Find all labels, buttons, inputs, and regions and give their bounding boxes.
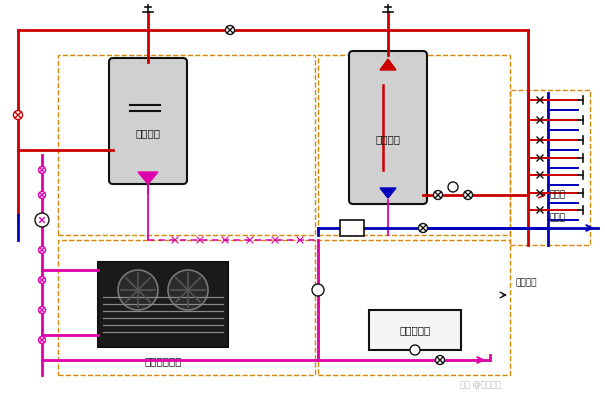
Text: 热水供: 热水供 [550, 191, 566, 199]
Circle shape [434, 191, 442, 199]
Circle shape [436, 355, 445, 364]
Circle shape [463, 191, 473, 199]
Circle shape [39, 247, 45, 253]
Bar [340, 220, 364, 236]
Bar [98, 262, 228, 347]
Bar [58, 55, 315, 235]
Bar [318, 55, 510, 235]
FancyBboxPatch shape [349, 51, 427, 204]
Circle shape [39, 336, 45, 344]
Bar [510, 90, 590, 245]
Circle shape [419, 223, 428, 232]
Circle shape [39, 167, 45, 173]
Text: 蓄热水筱: 蓄热水筱 [376, 134, 401, 144]
Bar [318, 240, 510, 375]
Polygon shape [380, 59, 396, 70]
Circle shape [118, 270, 158, 310]
Polygon shape [138, 172, 158, 184]
Circle shape [39, 191, 45, 199]
Circle shape [39, 277, 45, 284]
Circle shape [13, 110, 22, 119]
Text: 中央控制柜: 中央控制柜 [399, 325, 431, 335]
Circle shape [35, 213, 49, 227]
Circle shape [168, 270, 208, 310]
Text: 热泵热水机组: 热泵热水机组 [144, 356, 181, 366]
FancyBboxPatch shape [369, 310, 461, 350]
Circle shape [39, 307, 45, 314]
Text: 头条 @暖通南社: 头条 @暖通南社 [460, 381, 500, 390]
Circle shape [410, 345, 420, 355]
Circle shape [448, 182, 458, 192]
Polygon shape [380, 188, 396, 198]
Text: 加热水筱: 加热水筱 [136, 128, 160, 138]
FancyBboxPatch shape [109, 58, 187, 184]
Text: 热回收水: 热回收水 [515, 279, 537, 288]
Text: 自来水: 自来水 [550, 214, 566, 223]
Circle shape [312, 284, 324, 296]
Bar [58, 240, 315, 375]
Circle shape [39, 216, 45, 223]
Circle shape [226, 26, 235, 35]
